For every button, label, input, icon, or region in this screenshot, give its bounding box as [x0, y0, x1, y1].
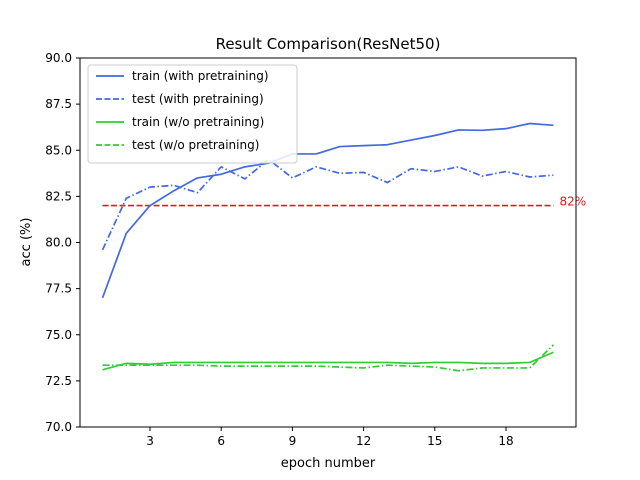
y-tick-label: 87.5	[45, 97, 72, 111]
series-line-4	[102, 344, 555, 372]
reference-line-group: 82%	[102, 195, 586, 209]
x-tick-label: 18	[498, 434, 513, 448]
y-tick-label: 82.5	[45, 189, 72, 203]
legend: train (with pretraining) test (with pretr…	[87, 64, 298, 164]
axes-frame	[79, 57, 577, 428]
y-axis-label: acc (%)	[19, 218, 34, 267]
legend-label: test (w/o pretraining)	[132, 138, 259, 152]
legend-label: test (with pretraining)	[132, 92, 264, 106]
y-axis-ticks: 70.0 72.5 75.0 77.5 80.0 82.5 85.0 87.5 90.0	[45, 51, 80, 434]
y-tick-label: 77.5	[45, 282, 72, 296]
x-tick-label: 15	[427, 434, 442, 448]
y-tick-label: 90.0	[45, 51, 72, 65]
y-tick-label: 70.0	[45, 420, 72, 434]
x-tick-label: 9	[289, 434, 297, 448]
x-tick-label: 12	[356, 434, 371, 448]
chart-title: Result Comparison(ResNet50)	[216, 35, 441, 53]
legend-label: train (w/o pretraining)	[132, 115, 264, 129]
y-tick-label: 80.0	[45, 236, 72, 250]
series-line-1	[101, 122, 554, 299]
x-axis-ticks: 3 6 9 12 15 18	[146, 427, 514, 448]
series-line-2	[101, 158, 554, 251]
x-axis-label: epoch number	[281, 456, 376, 471]
x-tick-label: 6	[217, 434, 225, 448]
legend-box	[87, 64, 298, 164]
reference-line-label: 82%	[559, 195, 586, 209]
series-line-3	[102, 351, 554, 371]
y-tick-label: 75.0	[45, 328, 72, 342]
x-tick-label: 3	[146, 434, 154, 448]
legend-label: train (with pretraining)	[132, 69, 269, 83]
y-tick-label: 85.0	[45, 143, 72, 157]
y-tick-label: 72.5	[45, 374, 72, 388]
series-lines	[101, 122, 555, 372]
